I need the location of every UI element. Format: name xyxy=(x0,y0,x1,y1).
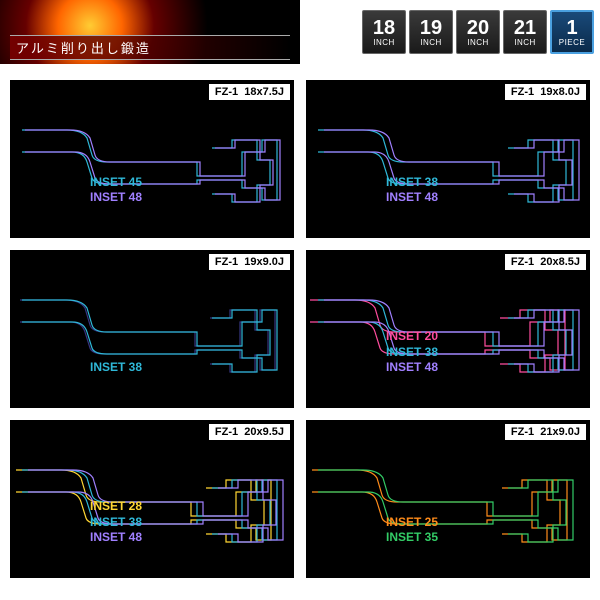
profile-svg xyxy=(10,420,294,578)
profile-panel: FZ-1 18x7.5J INSET 45INSET 48 xyxy=(10,80,294,238)
size-badge: 21INCH xyxy=(503,10,547,54)
size-number: 19 xyxy=(420,18,442,38)
inset-labels: INSET 25INSET 35 xyxy=(386,515,438,546)
inset-label: INSET 28 xyxy=(90,499,142,515)
size-badge: 20INCH xyxy=(456,10,500,54)
inset-label: INSET 38 xyxy=(386,175,438,191)
size-unit: INCH xyxy=(514,38,536,47)
inset-labels: INSET 28INSET 38INSET 48 xyxy=(90,499,142,546)
inset-label: INSET 48 xyxy=(386,190,438,206)
inset-label: INSET 25 xyxy=(386,515,438,531)
piece-number: 1 xyxy=(566,18,577,38)
size-badges: 18INCH19INCH20INCH21INCH1PIECE xyxy=(300,0,600,64)
panel-title: FZ-1 20x8.5J xyxy=(505,254,586,270)
profile-panel: FZ-1 19x8.0J INSET 38INSET 48 xyxy=(306,80,590,238)
size-number: 21 xyxy=(514,18,536,38)
profile-svg xyxy=(306,250,590,408)
inset-labels: INSET 20INSET 38INSET 48 xyxy=(386,329,438,376)
profile-svg xyxy=(10,80,294,238)
size-unit: INCH xyxy=(467,38,489,47)
panel-title: FZ-1 21x9.0J xyxy=(505,424,586,440)
profile-svg xyxy=(306,420,590,578)
size-number: 20 xyxy=(467,18,489,38)
profile-panel: FZ-1 20x8.5J INSET 20INSET 38INSET 48 xyxy=(306,250,590,408)
size-badge: 18INCH xyxy=(362,10,406,54)
inset-label: INSET 20 xyxy=(386,329,438,345)
piece-badge: 1PIECE xyxy=(550,10,594,54)
size-unit: INCH xyxy=(420,38,442,47)
size-badge: 19INCH xyxy=(409,10,453,54)
panel-grid: FZ-1 18x7.5J INSET 45INSET 48 FZ-1 19x8.… xyxy=(0,64,600,588)
profile-svg xyxy=(10,250,294,408)
panel-title: FZ-1 20x9.5J xyxy=(209,424,290,440)
inset-label: INSET 45 xyxy=(90,175,142,191)
profile-panel: FZ-1 20x9.5J INSET 28INSET 38INSET 48 xyxy=(10,420,294,578)
inset-label: INSET 38 xyxy=(90,360,142,376)
panel-title: FZ-1 18x7.5J xyxy=(209,84,290,100)
piece-unit: PIECE xyxy=(559,38,586,47)
profile-panel: FZ-1 21x9.0J INSET 25INSET 35 xyxy=(306,420,590,578)
inset-label: INSET 48 xyxy=(386,360,438,376)
size-unit: INCH xyxy=(373,38,395,47)
hero-image: アルミ削り出し鍛造 xyxy=(0,0,300,64)
inset-label: INSET 48 xyxy=(90,530,142,546)
panel-title: FZ-1 19x8.0J xyxy=(505,84,586,100)
inset-labels: INSET 45INSET 48 xyxy=(90,175,142,206)
inset-label: INSET 38 xyxy=(90,515,142,531)
inset-label: INSET 38 xyxy=(386,345,438,361)
inset-labels: INSET 38 xyxy=(90,360,142,376)
panel-title: FZ-1 19x9.0J xyxy=(209,254,290,270)
inset-labels: INSET 38INSET 48 xyxy=(386,175,438,206)
profile-panel: FZ-1 19x9.0J INSET 38 xyxy=(10,250,294,408)
inset-label: INSET 35 xyxy=(386,530,438,546)
hero-label: アルミ削り出し鍛造 xyxy=(10,35,290,60)
profile-svg xyxy=(306,80,590,238)
header: アルミ削り出し鍛造 18INCH19INCH20INCH21INCH1PIECE xyxy=(0,0,600,64)
size-number: 18 xyxy=(373,18,395,38)
inset-label: INSET 48 xyxy=(90,190,142,206)
